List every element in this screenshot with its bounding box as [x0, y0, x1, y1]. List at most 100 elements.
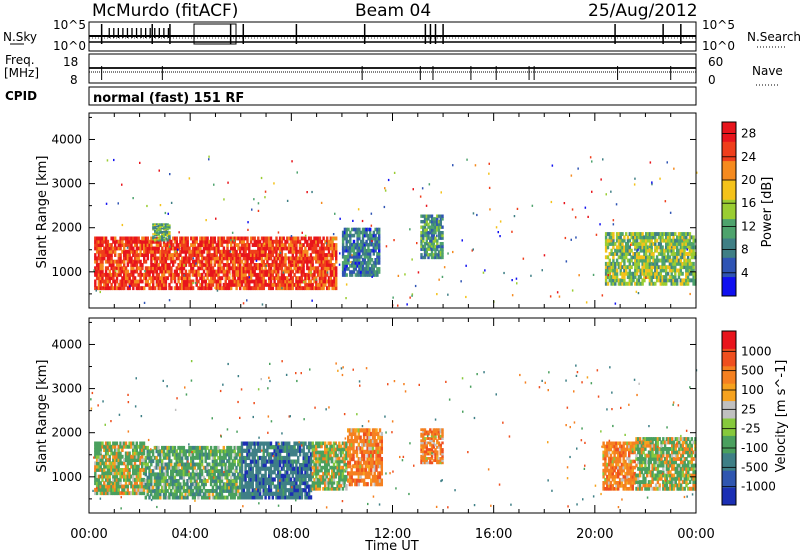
- range-time-cell: [144, 236, 148, 241]
- range-time-cell: [316, 239, 320, 244]
- scatter-echo: [273, 182, 275, 185]
- range-time-cell: [229, 455, 233, 460]
- range-time-cell: [621, 265, 624, 270]
- range-time-cell: [326, 266, 329, 271]
- scatter-echo: [637, 292, 640, 295]
- range-time-cell: [429, 225, 432, 229]
- range-time-cell: [224, 462, 227, 467]
- range-time-cell: [121, 239, 124, 244]
- range-time-cell: [266, 445, 269, 450]
- scatter-echo: [686, 248, 688, 251]
- range-time-cell: [199, 272, 202, 277]
- range-time-cell: [273, 279, 276, 284]
- range-time-cell: [110, 256, 113, 261]
- range-time-cell: [233, 256, 237, 261]
- range-time-cell: [209, 445, 213, 450]
- range-time-cell: [670, 268, 673, 273]
- range-time-cell: [229, 462, 233, 467]
- range-time-cell: [217, 469, 220, 474]
- range-time-cell: [170, 279, 173, 284]
- range-time-cell: [161, 234, 164, 236]
- range-time-cell: [331, 447, 334, 452]
- range-time-cell: [132, 458, 135, 463]
- range-time-cell: [432, 231, 436, 235]
- range-time-cell: [104, 444, 108, 449]
- range-time-cell: [94, 468, 97, 472]
- range-time-cell: [195, 449, 198, 454]
- scatter-echo: [411, 293, 414, 296]
- range-time-cell: [248, 477, 251, 482]
- range-time-cell: [291, 256, 295, 261]
- range-time-cell: [266, 236, 269, 241]
- range-time-cell: [104, 451, 108, 456]
- range-time-cell: [199, 282, 202, 287]
- range-time-cell: [692, 281, 695, 286]
- scatter-echo: [231, 231, 234, 234]
- range-time-cell: [663, 255, 666, 260]
- range-time-cell: [324, 276, 327, 281]
- range-time-cell: [614, 252, 617, 256]
- range-time-cell: [262, 249, 266, 254]
- range-time-cell: [177, 246, 180, 251]
- range-time-cell: [175, 236, 179, 241]
- scatter-echo: [159, 204, 162, 207]
- range-time-cell: [114, 266, 117, 271]
- range-time-cell: [420, 255, 423, 260]
- range-time-cell: [298, 243, 302, 248]
- range-time-cell: [324, 272, 327, 277]
- range-time-cell: [679, 238, 683, 243]
- range-time-cell: [233, 266, 237, 271]
- range-time-cell: [124, 269, 128, 274]
- range-time-cell: [280, 481, 284, 486]
- range-time-cell: [204, 479, 207, 483]
- range-time-cell: [643, 275, 646, 280]
- range-time-cell: [190, 279, 193, 284]
- range-time-cell: [264, 491, 267, 496]
- range-time-cell: [126, 239, 130, 244]
- range-time-cell: [262, 477, 265, 482]
- range-time-cell: [191, 246, 195, 251]
- range-time-cell: [621, 258, 624, 263]
- scatter-echo: [511, 279, 513, 282]
- range-time-cell: [242, 455, 246, 461]
- range-time-cell: [289, 484, 293, 489]
- range-time-cell: [220, 236, 224, 241]
- range-time-cell: [619, 261, 622, 266]
- range-time-cell: [206, 256, 209, 261]
- range-time-cell: [161, 272, 164, 277]
- range-time-cell: [95, 272, 99, 277]
- range-time-cell: [370, 273, 374, 277]
- range-time-cell: [360, 255, 363, 259]
- range-time-cell: [155, 465, 158, 470]
- noise-panel: [88, 21, 697, 52]
- range-time-cell: [626, 252, 630, 256]
- range-time-cell: [309, 470, 313, 475]
- scatter-echo: [257, 209, 260, 212]
- range-time-cell: [302, 263, 305, 267]
- range-time-cell: [141, 253, 144, 258]
- range-time-cell: [683, 265, 686, 270]
- range-time-cell: [273, 282, 276, 287]
- range-time-cell: [288, 463, 291, 468]
- range-time-cell: [282, 481, 285, 486]
- range-time-cell: [615, 235, 619, 240]
- range-time-cell: [615, 268, 619, 273]
- range-time-cell: [374, 242, 377, 247]
- scatter-echo: [393, 171, 396, 174]
- range-time-cell: [184, 462, 187, 467]
- range-time-cell: [335, 249, 338, 254]
- range-time-cell: [258, 249, 262, 254]
- range-time-cell: [202, 263, 206, 267]
- range-time-cell: [128, 441, 131, 446]
- scatter-echo: [306, 191, 308, 194]
- range-time-cell: [128, 444, 131, 449]
- range-time-cell: [151, 495, 155, 500]
- range-time-cell: [295, 477, 298, 482]
- range-time-cell: [108, 259, 112, 264]
- range-time-cell: [621, 245, 624, 250]
- range-time-cell: [175, 249, 179, 254]
- range-time-cell: [625, 252, 628, 256]
- range-time-cell: [135, 477, 139, 482]
- range-time-cell: [133, 249, 137, 254]
- range-time-cell: [325, 487, 329, 491]
